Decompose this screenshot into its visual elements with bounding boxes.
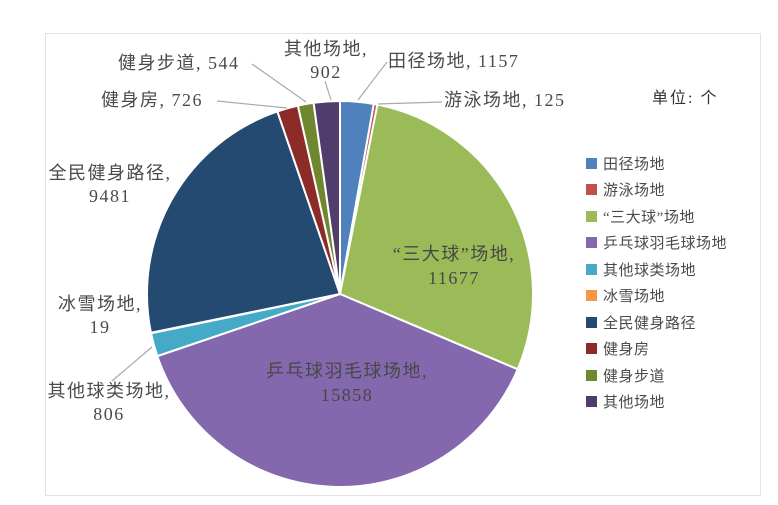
leader-line-5 <box>377 101 443 105</box>
legend-swatch-4 <box>586 237 597 249</box>
label-other-venues-line2: 902 <box>310 62 342 82</box>
legend-swatch-7 <box>586 316 597 328</box>
legend-item-3: “三大球”场地 <box>586 203 727 230</box>
label-other-venues: 其他场地, 902 <box>280 38 372 84</box>
legend-label-1: 田径场地 <box>603 156 666 173</box>
legend-label-8: 健身房 <box>603 342 650 359</box>
label-ice-snow: 冰雪场地, 19 <box>48 293 152 339</box>
legend-item-6: 冰雪场地 <box>586 283 727 310</box>
legend-label-4: 乒乓球羽毛球场地 <box>603 236 728 253</box>
plot-area-border <box>45 33 761 496</box>
leader-line-1 <box>251 63 307 103</box>
leader-line-3 <box>324 80 332 101</box>
pie-slice-4 <box>156 293 519 488</box>
label-pingpong-badminton-line1: 乒乓球羽毛球场地, <box>266 361 428 381</box>
legend-label-9: 健身步道 <box>603 368 666 385</box>
legend-swatch-5 <box>586 263 597 275</box>
legend-item-7: 全民健身路径 <box>586 309 727 336</box>
legend-swatch-2 <box>586 184 597 196</box>
legend-item-5: 其他球类场地 <box>586 256 727 283</box>
legend-swatch-6 <box>586 290 597 302</box>
label-national-fitness-path: 全民健身路径, 9481 <box>40 162 180 208</box>
legend-swatch-9 <box>586 369 597 381</box>
legend: 田径场地游泳场地 “三大球”场地乒乓球羽毛球场地 其他球类场地 冰雪场地全民健身路径健… <box>586 150 727 415</box>
legend-item-9: 健身步道 <box>586 362 727 389</box>
legend-item-1: 田径场地 <box>586 150 727 177</box>
legend-swatch-3 <box>586 210 597 222</box>
label-swimming: 游泳场地, 125 <box>444 90 566 110</box>
leader-line-6 <box>111 346 153 382</box>
label-pingpong-badminton: 乒乓球羽毛球场地, 15858 <box>252 359 442 407</box>
legend-label-10: 其他场地 <box>603 395 666 412</box>
legend-label-3: “三大球”场地 <box>603 209 695 226</box>
legend-swatch-1 <box>586 157 597 169</box>
label-other-ball-venues-line1: 其他球类场地, <box>47 381 171 401</box>
unit-label: 单位: 个 <box>652 90 719 107</box>
label-other-ball-venues: 其他球类场地, 806 <box>40 380 178 426</box>
label-national-fitness-path-line2: 9481 <box>89 186 131 206</box>
legend-item-8: 健身房 <box>586 336 727 363</box>
label-other-venues-line1: 其他场地, <box>284 39 368 59</box>
legend-item-10: 其他场地 <box>586 389 727 416</box>
label-three-big-balls: “三大球”场地, 11677 <box>378 242 530 290</box>
legend-label-5: 其他球类场地 <box>603 262 697 279</box>
legend-item-2: 游泳场地 <box>586 177 727 204</box>
label-track-field: 田径场地, 1157 <box>388 51 520 71</box>
legend-item-4: 乒乓球羽毛球场地 <box>586 230 727 257</box>
legend-swatch-10 <box>586 396 597 408</box>
label-three-big-balls-line1: “三大球”场地, <box>392 244 516 264</box>
leader-line-4 <box>357 61 388 101</box>
pie-slice-10 <box>312 99 341 295</box>
label-ice-snow-line2: 19 <box>89 317 111 337</box>
label-gym: 健身房, 726 <box>101 90 203 110</box>
pie-slice-3 <box>339 103 534 371</box>
label-national-fitness-path-line1: 全民健身路径, <box>48 163 172 183</box>
label-fitness-trail: 健身步道, 544 <box>118 53 240 73</box>
pie-slice-7 <box>146 110 341 334</box>
legend-label-2: 游泳场地 <box>603 183 666 200</box>
legend-label-6: 冰雪场地 <box>603 289 666 306</box>
label-pingpong-badminton-line2: 15858 <box>320 385 374 405</box>
leader-line-2 <box>216 100 288 109</box>
label-three-big-balls-line2: 11677 <box>428 268 480 288</box>
label-ice-snow-line1: 冰雪场地, <box>58 294 142 314</box>
legend-swatch-8 <box>586 343 597 355</box>
label-other-ball-venues-line2: 806 <box>93 404 125 424</box>
legend-label-7: 全民健身路径 <box>603 315 697 332</box>
